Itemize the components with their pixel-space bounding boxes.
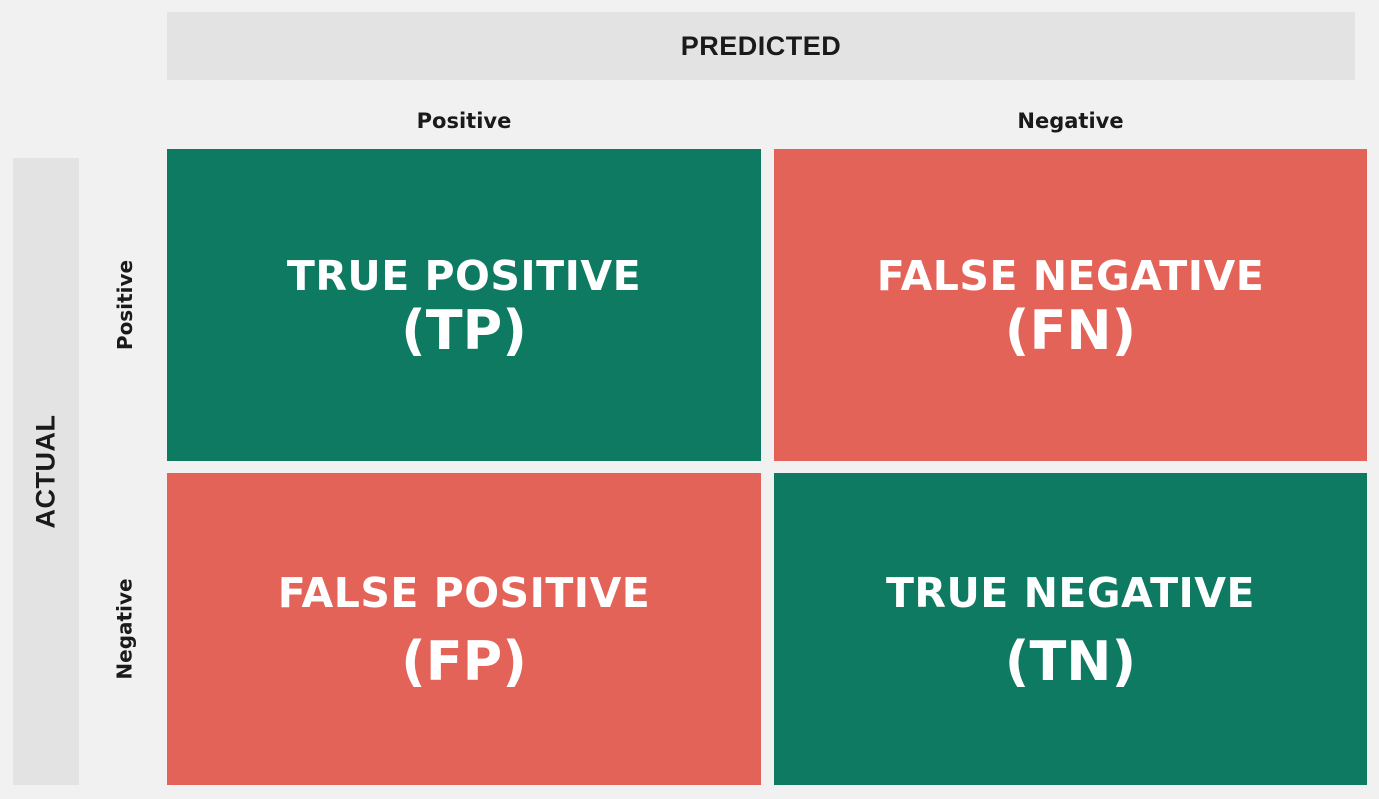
predicted-title: PREDICTED [680,30,842,61]
true-negative-cell: TRUE NEGATIVE (TN) [774,473,1367,785]
false-negative-label: FALSE NEGATIVE [876,252,1265,301]
row-label-positive-text: Positive [113,259,137,351]
true-positive-label: TRUE POSITIVE [286,252,642,301]
false-negative-abbr: (FN) [1004,299,1137,363]
false-negative-cell: FALSE NEGATIVE (FN) [774,149,1367,461]
false-positive-label: FALSE POSITIVE [277,569,651,618]
actual-title: ACTUAL [30,414,61,529]
true-negative-label: TRUE NEGATIVE [885,569,1256,618]
row-label-negative-text: Negative [113,578,138,680]
row-label-negative: Negative [105,473,145,785]
predicted-header: PREDICTED [167,12,1355,80]
true-negative-abbr: (TN) [1004,630,1137,694]
column-label-positive: Positive [416,109,512,133]
column-label-negative: Negative [1017,109,1124,133]
false-positive-cell: FALSE POSITIVE (FP) [167,473,761,785]
true-positive-cell: TRUE POSITIVE (TP) [167,149,761,461]
actual-header: ACTUAL [13,158,79,785]
false-positive-abbr: (FP) [401,630,527,694]
row-label-positive: Positive [105,149,145,461]
true-positive-abbr: (TP) [401,299,527,363]
